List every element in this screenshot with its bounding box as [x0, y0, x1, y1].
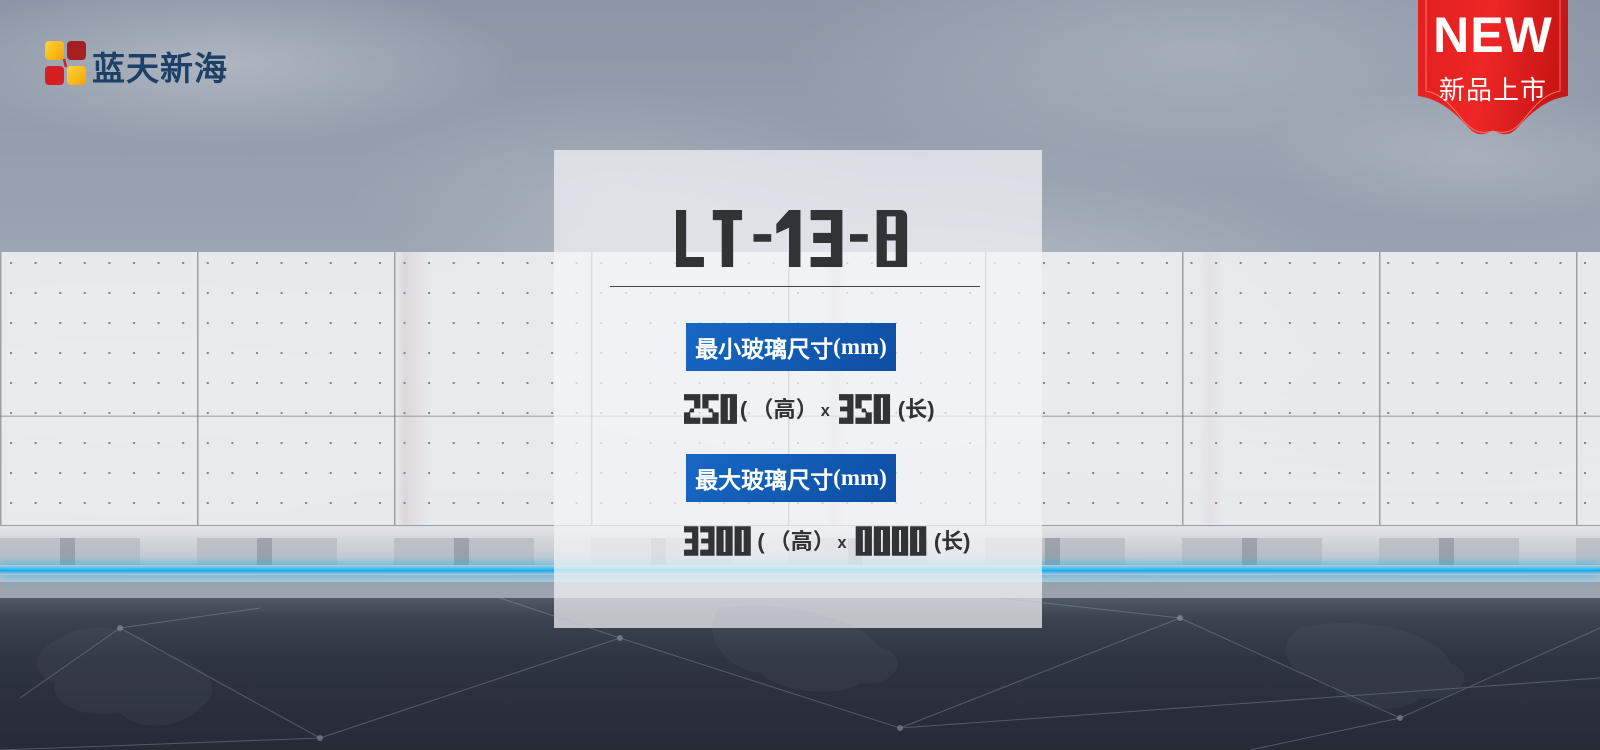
svg-text:x: x — [821, 402, 830, 420]
svg-text:(长): (长) — [934, 529, 971, 554]
svg-text:x: x — [838, 534, 847, 552]
svg-text:（高）: （高） — [769, 525, 835, 556]
svg-text:(: ( — [757, 529, 765, 554]
svg-text:(长): (长) — [898, 397, 935, 422]
svg-text:（高）: （高） — [751, 392, 817, 424]
svg-text:(: ( — [740, 397, 748, 422]
